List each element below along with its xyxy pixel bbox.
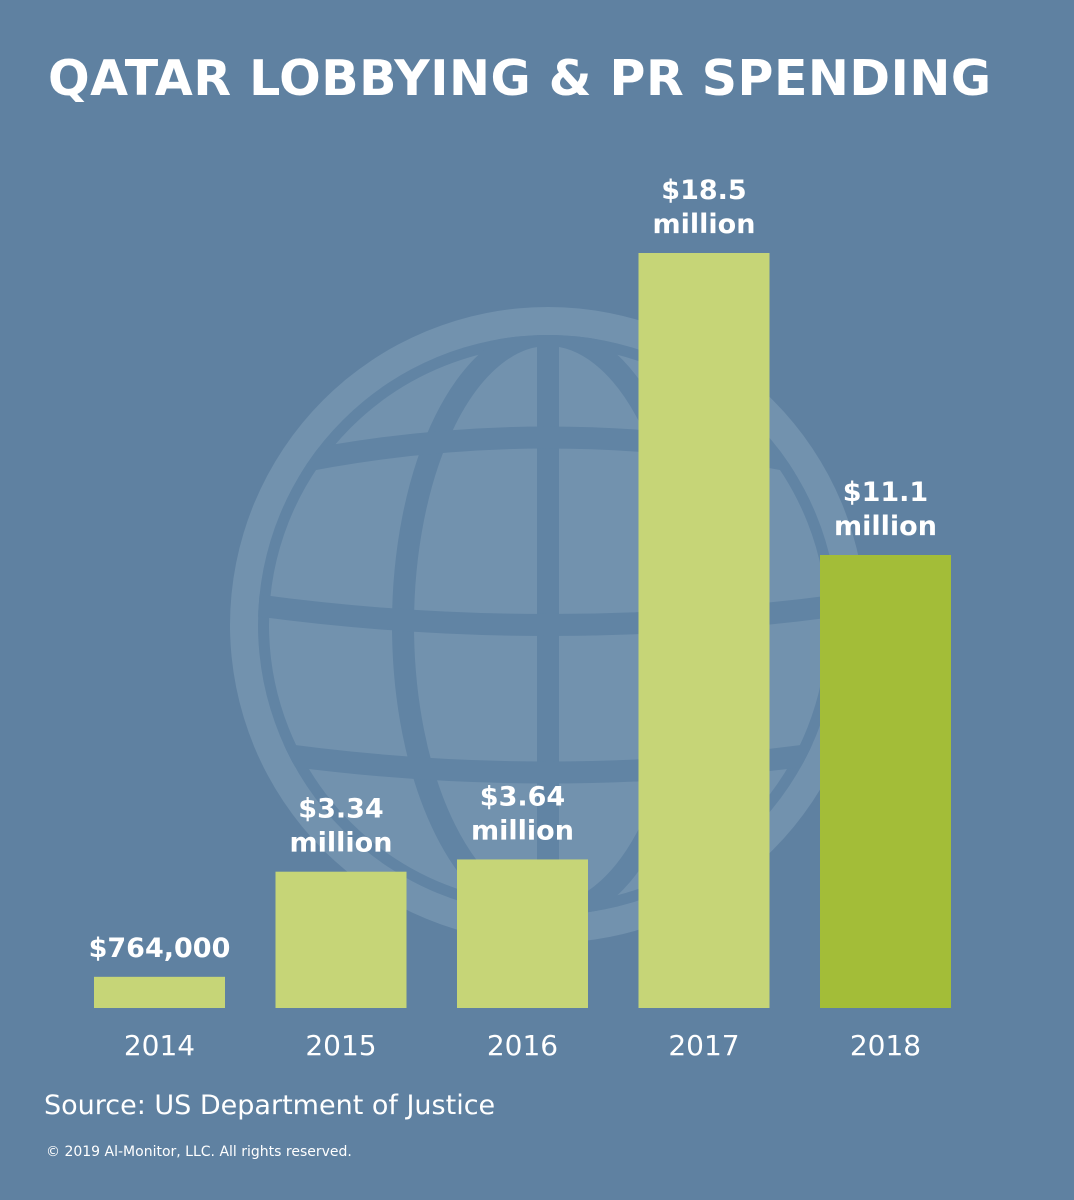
value-label-2015: $3.34 million [290, 794, 393, 859]
bar-2017 [638, 253, 770, 1008]
tick-label-2017: 2017 [668, 1029, 739, 1062]
copyright-note: © 2019 Al-Monitor, LLC. All rights reser… [46, 1144, 352, 1160]
tick-label-2014: 2014 [124, 1029, 195, 1062]
bar-2018 [820, 555, 951, 1008]
source-note: Source: US Department of Justice [44, 1090, 496, 1121]
x-axis-tick-labels: 2014 2015 2016 2017 2018 [124, 1029, 921, 1062]
value-label-2018: $11.1 million [834, 477, 937, 542]
chart-title: QATAR LOBBYING & PR SPENDING [48, 50, 992, 107]
bars [94, 253, 951, 1008]
value-label-2017: $18.5 million [653, 175, 756, 240]
bar-2014 [94, 976, 225, 1008]
value-label-2014: $764,000 [89, 933, 231, 964]
value-label-2016: $3.64 million [471, 781, 574, 846]
bar-2016 [457, 859, 588, 1008]
tick-label-2016: 2016 [487, 1029, 558, 1062]
tick-label-2015: 2015 [305, 1029, 376, 1062]
tick-label-2018: 2018 [850, 1029, 921, 1062]
bar-2015 [275, 871, 407, 1008]
value-labels: $764,000 $3.34 million $3.64 million $18.5 mil… [89, 175, 937, 964]
